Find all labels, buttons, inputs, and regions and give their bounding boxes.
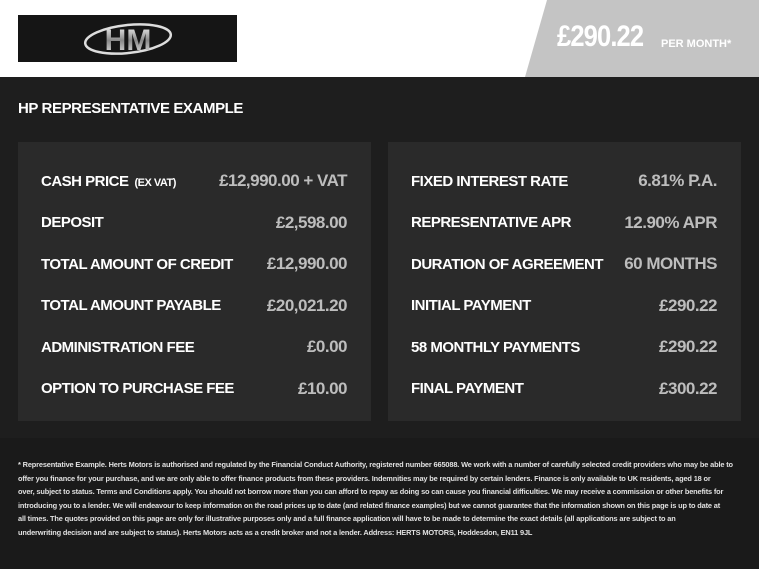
monthly-price: £290.22 [557,20,644,53]
disclaimer-line: offer you finance for your purchase, and… [18,473,711,483]
finance-row: ADMINISTRATION FEE £0.00 [41,335,348,359]
row-value: £12,990.00 [266,254,348,273]
finance-row: CASH PRICE (EX VAT) £12,990.00 + VAT [41,169,347,193]
disclaimer-line: * Representative Example. Herts Motors i… [18,460,733,469]
row-label: OPTION TO PURCHASE FEE [41,380,234,397]
disclaimer-line: all times. The quotes provided on this p… [18,514,676,524]
row-label: REPRESENTATIVE APR [411,214,571,231]
footer: * Representative Example. Herts Motors i… [0,438,759,569]
row-sublabel: (EX VAT) [134,176,177,189]
finance-row: INITIAL PAYMENT £290.22 [411,294,717,318]
row-value: £2,598.00 [275,212,348,232]
finance-row: OPTION TO PURCHASE FEE £10.00 [41,377,348,401]
svg-text:HM: HM [104,24,151,57]
row-label: FIXED INTEREST RATE [411,172,568,190]
row-value: 6.81% P.A. [638,171,717,190]
row-value: £10.00 [298,378,348,398]
finance-panel-left: CASH PRICE (EX VAT) £12,990.00 + VAT DEPOSI… [18,142,371,421]
disclaimer-text: * Representative Example. Herts Motors i… [18,458,733,540]
row-label: ADMINISTRATION FEE [41,338,195,356]
finance-row: REPRESENTATIVE APR 12.90% APR [411,211,717,235]
monthly-price-banner: £290.22 PER MONTH* [525,0,759,77]
row-value: £300.22 [659,378,717,398]
row-value: £290.22 [659,295,717,315]
herts-motors-logo[interactable]: HM [18,15,237,62]
finance-row: 58 MONTHLY PAYMENTS £290.22 [411,335,717,359]
finance-row: TOTAL AMOUNT PAYABLE £20,021.20 [41,294,348,318]
row-label: TOTAL AMOUNT OF CREDIT [41,255,233,273]
finance-row: FIXED INTEREST RATE 6.81% P.A. [411,169,717,193]
row-value: £0.00 [306,337,348,356]
finance-panel-right: FIXED INTEREST RATE 6.81% P.A. REPRESENTAT… [388,142,741,421]
disclaimer-line: introducing you to a lender. We will end… [18,500,721,510]
disclaimer-line: underwriting decision and are subject to… [18,527,533,537]
row-label: TOTAL AMOUNT PAYABLE [41,297,221,314]
finance-row: FINAL PAYMENT £300.22 [411,377,717,401]
row-value: 12.90% APR [624,212,717,232]
row-label: DEPOSIT [41,214,104,231]
hm-logo-icon: HM [83,22,172,57]
page-title: HP REPRESENTATIVE EXAMPLE [18,100,244,117]
row-label: DURATION OF AGREEMENT [411,255,604,273]
row-label: INITIAL PAYMENT [411,297,531,314]
row-label: 58 MONTHLY PAYMENTS [411,338,580,356]
row-value: £20,021.20 [266,295,348,315]
finance-row: TOTAL AMOUNT OF CREDIT £12,990.00 [41,252,348,276]
row-label: CASH PRICE (EX VAT) [41,172,177,190]
finance-row: DURATION OF AGREEMENT 60 MONTHS [411,252,717,276]
row-label: FINAL PAYMENT [411,380,524,397]
row-value: £290.22 [659,337,717,356]
row-value: £12,990.00 + VAT [219,171,347,190]
finance-row: DEPOSIT £2,598.00 [41,211,348,235]
row-value: 60 MONTHS [624,254,717,273]
per-month-label: PER MONTH* [661,38,732,50]
header: HM £290.22 PER MONTH* [0,0,759,77]
disclaimer-line: over, subject to status. Terms and Condi… [18,487,724,497]
